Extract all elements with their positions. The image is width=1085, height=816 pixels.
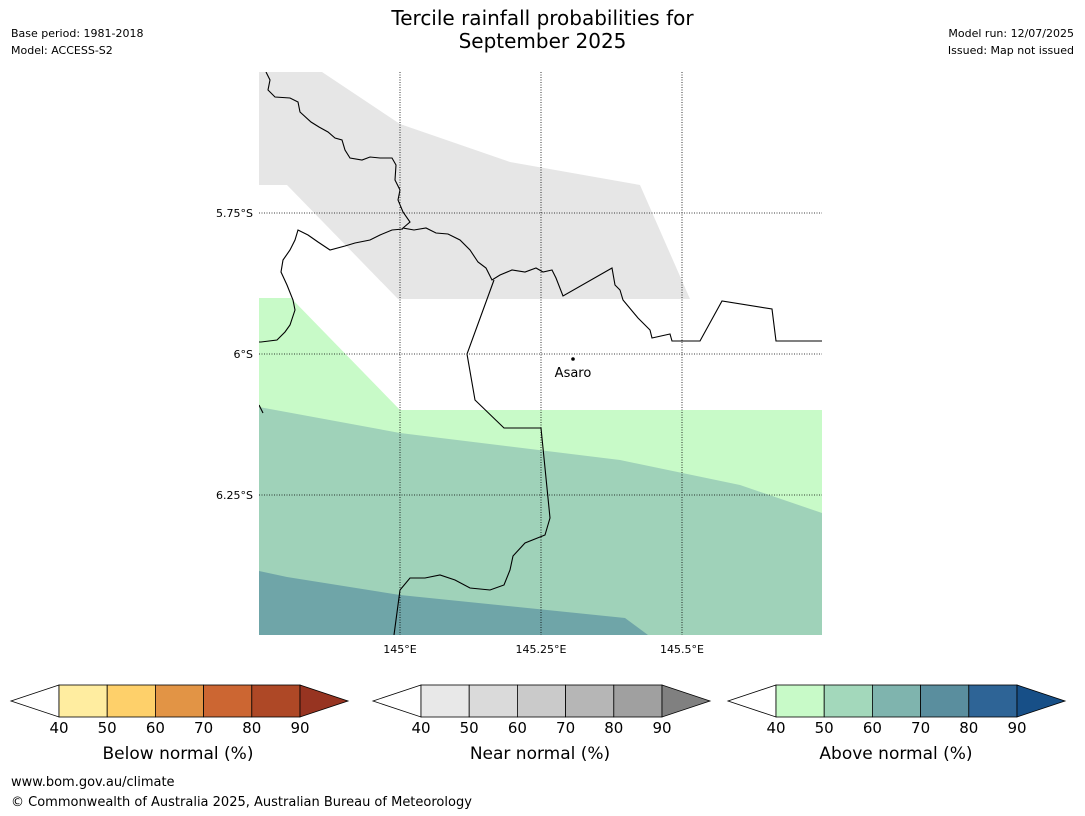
colorbar-below-segment [251,684,301,718]
colorbar-above-segment [920,684,970,718]
colorbar-near-tick: 70 [556,719,576,737]
colorbar-above-tick: 50 [814,719,834,737]
issued-label: Issued: Map not issued [947,44,1074,57]
lat-label: 6°S [234,348,253,361]
colorbar-above-low-extend [726,684,777,718]
colorbar-near-high-extend [661,684,712,718]
colorbar-near-tick: 40 [411,719,431,737]
colorbar-below-segment [203,684,253,718]
map-panel [259,72,822,635]
colorbar-near-segment [420,684,470,718]
colorbar-below-tick: 90 [290,719,310,737]
near-normal-region [259,72,690,299]
asaro-marker [571,357,575,361]
colorbar-near-tick: 90 [652,719,672,737]
colorbar-above-segment [872,684,922,718]
colorbar-near-tick: 80 [604,719,624,737]
lat-label: 6.25°S [216,489,253,502]
rainfall-map: Asaro 5.75°S 6°S 6.25°S 145°E 145.25°E 1… [216,72,822,656]
colorbar-below-low-extend [9,684,60,718]
meta-left: Base period: 1981-2018 Model: ACCESS-S2 [11,25,143,59]
colorbars [9,684,1067,718]
footer-website: www.bom.gov.au/climate [11,775,175,790]
colorbar-below-segment [58,684,108,718]
title-line-1: Tercile rainfall probabilities for [391,6,694,30]
lon-label: 145.5°E [660,643,704,656]
colorbar-title-near: Near normal (%) [469,744,611,764]
base-period-label: Base period: 1981-2018 [11,27,144,40]
meta-right: Model run: 12/07/2025 Issued: Map not is… [948,25,1074,59]
province-borders [259,72,822,635]
colorbar-above-tick: 40 [766,719,786,737]
colorbar-near-segment [517,684,567,718]
place-label-asaro: Asaro [555,366,592,381]
colorbar-below-tick: 80 [242,719,262,737]
colorbar-above-tick: 90 [1007,719,1027,737]
colorbar-above-segment [775,684,825,718]
colorbar-near-segment [565,684,615,718]
colorbar-above-segment [968,684,1018,718]
footer-copyright: © Commonwealth of Australia 2025, Austra… [11,795,472,810]
colorbar-above-tick: 80 [959,719,979,737]
above-normal-60-region [259,571,648,635]
colorbar-above-tick: 60 [862,719,882,737]
colorbar-below-tick: 40 [49,719,69,737]
map-title: Tercile rainfall probabilities for Septe… [0,7,1085,53]
colorbar-near-low-extend [371,684,422,718]
border-line [259,404,264,414]
colorbar-near-tick: 50 [459,719,479,737]
model-run-label: Model run: 12/07/2025 [948,27,1074,40]
colorbar-near-segment [613,684,663,718]
title-line-2: September 2025 [458,29,627,53]
model-label: Model: ACCESS-S2 [11,44,113,57]
colorbar-above-segment [823,684,873,718]
colorbar-near-segment [468,684,518,718]
colorbar-below-segment [106,684,156,718]
colorbar-below-tick: 70 [194,719,214,737]
colorbar-title-above: Above normal (%) [819,744,973,764]
border-line [259,228,404,343]
lon-label: 145.25°E [516,643,567,656]
lon-label: 145°E [383,643,416,656]
colorbar-below-tick: 50 [97,719,117,737]
border-line [265,72,822,342]
lat-label: 5.75°S [216,207,253,220]
border-line [393,279,551,635]
colorbar-below-tick: 60 [145,719,165,737]
colorbar-above-tick: 70 [911,719,931,737]
colorbar-near-tick: 60 [507,719,527,737]
colorbar-below-high-extend [299,684,350,718]
colorbar-below-segment [154,684,204,718]
colorbar-above-high-extend [1016,684,1067,718]
colorbar-title-below: Below normal (%) [102,744,254,764]
